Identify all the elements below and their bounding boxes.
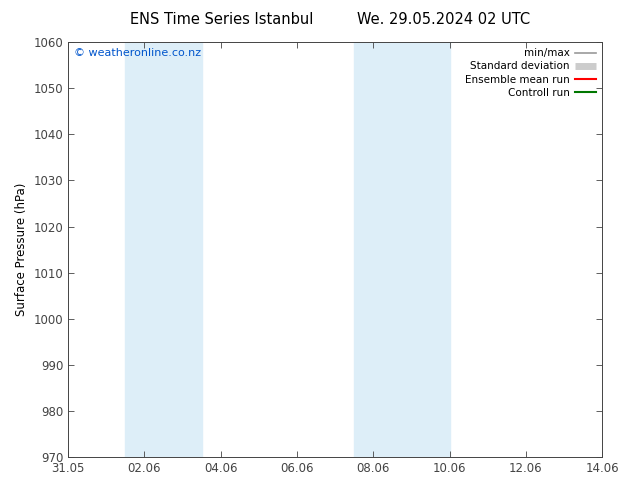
Bar <box>354 42 450 457</box>
Text: ENS Time Series Istanbul: ENS Time Series Istanbul <box>130 12 314 27</box>
Y-axis label: Surface Pressure (hPa): Surface Pressure (hPa) <box>15 183 28 316</box>
Bar <box>126 42 202 457</box>
Text: We. 29.05.2024 02 UTC: We. 29.05.2024 02 UTC <box>357 12 531 27</box>
Legend: min/max, Standard deviation, Ensemble mean run, Controll run: min/max, Standard deviation, Ensemble me… <box>461 44 600 102</box>
Text: © weatheronline.co.nz: © weatheronline.co.nz <box>74 49 200 58</box>
